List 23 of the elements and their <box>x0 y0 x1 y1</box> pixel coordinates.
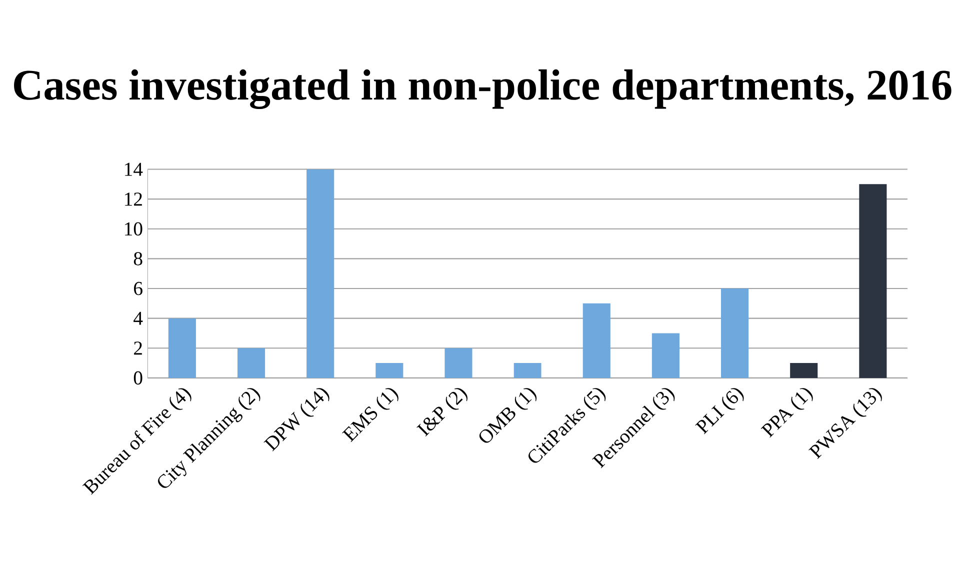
y-tick-label: 2 <box>134 342 142 355</box>
bar <box>237 348 266 378</box>
bar <box>376 363 404 378</box>
y-tick-label: 6 <box>134 282 142 296</box>
y-tick-label: 0 <box>134 371 142 385</box>
bar <box>514 363 542 378</box>
bar <box>859 184 887 378</box>
x-tick-label: PPA (1) <box>760 388 813 438</box>
x-tick-label: PLI (6) <box>695 388 744 434</box>
bar <box>582 303 610 378</box>
bar <box>790 363 818 378</box>
bar <box>444 348 472 378</box>
y-tick-label: 4 <box>134 312 143 325</box>
bar <box>721 288 749 378</box>
x-tick-label: I&P (2) <box>416 388 468 437</box>
bar <box>306 169 334 378</box>
y-tick-label: 12 <box>125 192 142 206</box>
bar <box>652 333 680 378</box>
chart-title: Cases investigated in non-police departments, 2016 <box>14 69 952 110</box>
y-tick-label: 10 <box>125 222 142 236</box>
y-tick-label: 8 <box>134 252 142 266</box>
bar <box>168 318 196 378</box>
y-tick-label: 14 <box>125 162 143 176</box>
